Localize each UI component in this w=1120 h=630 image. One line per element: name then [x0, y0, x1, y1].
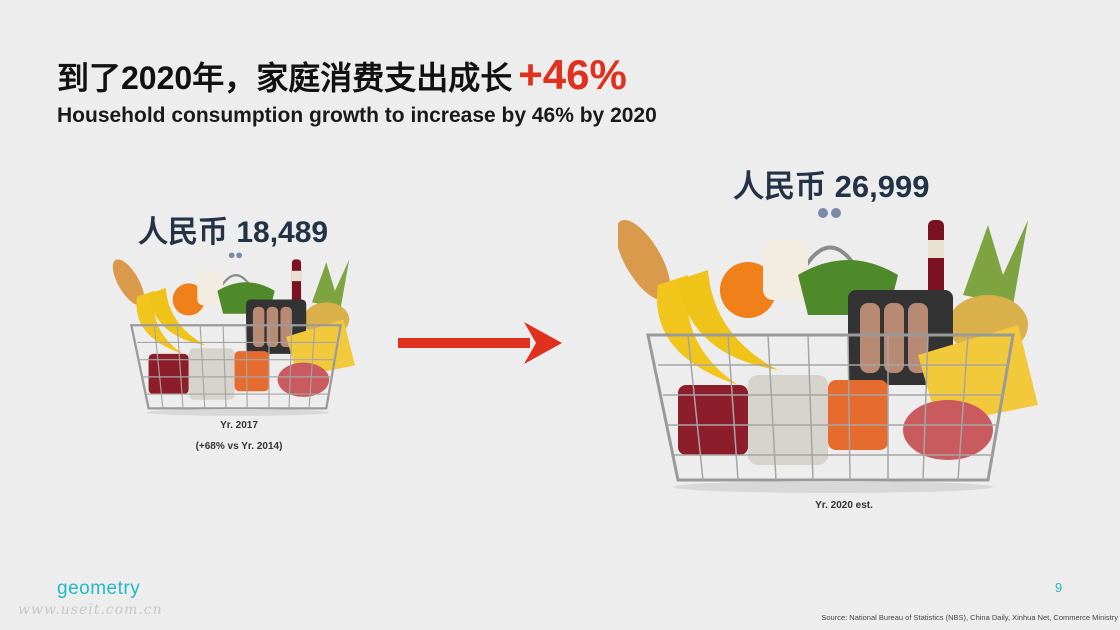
right-arrow-icon: [398, 322, 562, 364]
title-chinese: 到了2020年，家庭消费支出成长 +46%: [57, 51, 627, 98]
amount-2017: 人民币 18,489: [138, 216, 329, 249]
source-note: Source: National Bureau of Statistics (N…: [821, 613, 1118, 622]
title-growth-percent: +46%: [518, 51, 627, 98]
watermark: www.useit.com.cn: [18, 602, 163, 618]
amount-2020: 人民币 26,999: [733, 169, 930, 204]
grocery-basket-large-icon: [618, 208, 1038, 493]
geometry-logo: geometry: [57, 578, 141, 599]
grocery-basket-small-icon: [112, 252, 355, 416]
title-english: Household consumption growth to increase…: [57, 104, 657, 127]
title-chinese-text: 到了2020年，家庭消费支出成长: [57, 60, 513, 96]
caption-year-2017: Yr. 2017: [220, 420, 258, 431]
page-number: 9: [1055, 580, 1063, 595]
caption-year-2020: Yr. 2020 est.: [815, 500, 873, 511]
caption-growth-note: (+68% vs Yr. 2014): [195, 441, 283, 452]
